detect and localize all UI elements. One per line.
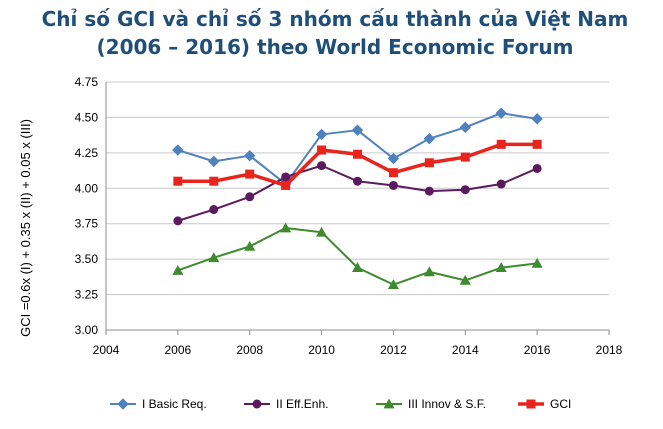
data-point xyxy=(315,128,328,141)
data-point xyxy=(281,172,291,182)
data-point xyxy=(351,124,364,136)
x-tick-label: 2012 xyxy=(380,343,407,357)
data-point xyxy=(173,176,183,186)
x-tick-label: 2018 xyxy=(596,343,623,357)
data-point xyxy=(387,152,400,165)
data-point xyxy=(173,216,183,226)
data-point xyxy=(388,168,398,178)
y-tick-label: 3.50 xyxy=(75,252,99,266)
data-point xyxy=(460,152,470,162)
legend-item-2: II Eff.Enh. xyxy=(244,397,328,411)
x-tick-label: 2008 xyxy=(236,343,263,357)
x-tick-label: 2004 xyxy=(93,343,120,357)
data-point xyxy=(280,222,292,233)
y-tick-label: 4.50 xyxy=(75,110,99,124)
x-tick-label: 2010 xyxy=(308,343,335,357)
data-point xyxy=(496,139,506,149)
series-group xyxy=(172,107,543,290)
chart-title-line1: Chỉ số GCI và chỉ số 3 nhóm cấu thành củ… xyxy=(42,7,629,31)
y-tick-label: 4.75 xyxy=(75,75,99,89)
y-axis-title: GCI =0.6x (I) + 0.35 x (II) + 0.05 x (II… xyxy=(18,119,33,337)
data-point xyxy=(531,113,543,125)
legend-swatch-marker xyxy=(526,399,536,409)
series-3 xyxy=(172,222,543,290)
legend-swatch-marker xyxy=(252,399,262,409)
data-point xyxy=(423,132,436,145)
data-point xyxy=(209,176,219,186)
data-point xyxy=(532,163,542,173)
data-point xyxy=(353,176,362,186)
data-point xyxy=(532,139,542,149)
data-point xyxy=(244,149,256,162)
legend-label: I Basic Req. xyxy=(142,397,207,411)
data-point xyxy=(244,240,256,251)
data-point xyxy=(387,279,399,290)
series-line xyxy=(177,112,538,186)
data-point xyxy=(208,252,220,263)
data-point xyxy=(352,262,363,273)
data-point xyxy=(424,186,434,196)
legend-item-4: GCI xyxy=(518,397,571,411)
y-tick-label: 3.75 xyxy=(75,217,99,231)
data-point xyxy=(423,266,435,277)
data-point xyxy=(281,180,291,190)
data-point xyxy=(460,185,470,195)
data-point xyxy=(459,121,471,134)
data-point xyxy=(531,257,543,268)
legend-label: III Innov & S.F. xyxy=(408,397,486,411)
y-tick-label: 3.25 xyxy=(75,288,99,302)
data-point xyxy=(424,158,434,168)
data-point xyxy=(495,107,507,119)
legend-label: GCI xyxy=(550,397,571,411)
series-2 xyxy=(173,161,542,226)
legend: I Basic Req. II Eff.Enh. III Innov & S.F. G… xyxy=(110,397,571,411)
data-point xyxy=(208,155,220,168)
data-point xyxy=(317,161,327,171)
legend-item-1: I Basic Req. xyxy=(110,397,207,411)
data-point xyxy=(459,274,471,285)
legend-swatch-marker xyxy=(117,398,129,410)
series-line xyxy=(177,164,538,222)
data-point xyxy=(316,226,328,237)
legend-label: II Eff.Enh. xyxy=(276,397,328,411)
data-point xyxy=(209,205,219,215)
data-point xyxy=(495,262,507,273)
data-point xyxy=(388,180,398,190)
data-point xyxy=(245,169,255,179)
axes: 3.00 3.25 3.50 3.75 4.00 4.25 4.50 4.75 2004 2006… xyxy=(75,75,623,357)
x-tick-label: 2006 xyxy=(165,343,192,357)
y-tick-label: 4.00 xyxy=(75,181,99,195)
data-point xyxy=(245,192,255,202)
x-tick-label: 2016 xyxy=(524,343,551,357)
series-line xyxy=(177,226,538,286)
y-tick-label: 4.25 xyxy=(75,146,99,160)
data-point xyxy=(353,149,362,159)
x-tick-label: 2014 xyxy=(452,343,479,357)
chart-title-line2: (2006 – 2016) theo World Economic Forum xyxy=(97,35,574,59)
series-1 xyxy=(172,107,543,190)
series-4 xyxy=(173,139,542,190)
data-point xyxy=(317,145,327,155)
data-point xyxy=(172,144,184,156)
legend-swatch-marker xyxy=(383,398,395,409)
data-point xyxy=(172,264,184,275)
y-tick-label: 3.00 xyxy=(75,323,99,337)
legend-item-3: III Innov & S.F. xyxy=(376,397,486,411)
data-point xyxy=(496,179,506,189)
